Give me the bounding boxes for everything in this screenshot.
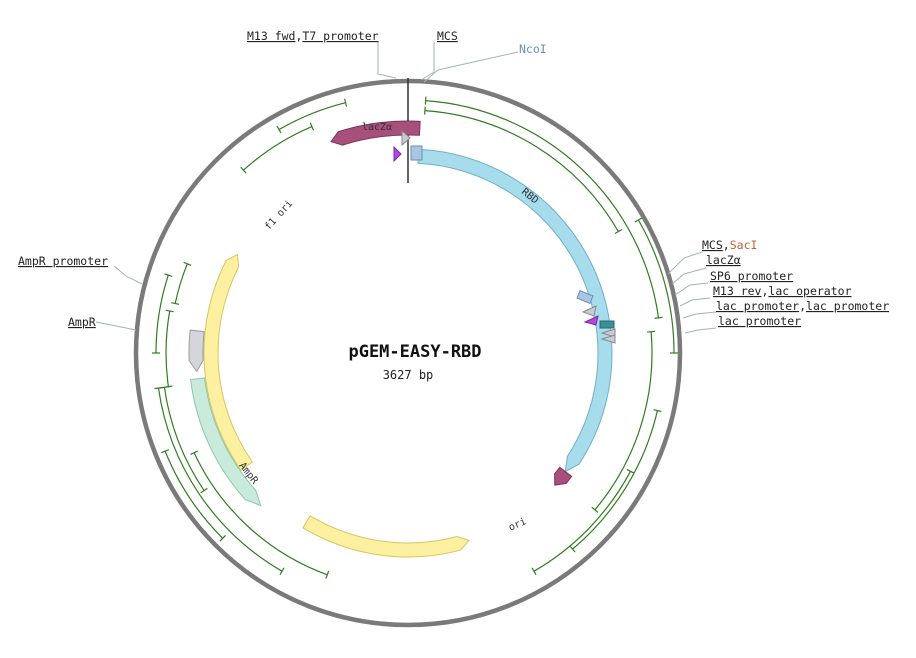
- orf-arc[interactable]: [157, 388, 283, 572]
- orf-arc[interactable]: [193, 452, 328, 576]
- plasmid-name: pGEM-EASY-RBD: [348, 342, 481, 362]
- orf-arc[interactable]: [278, 102, 346, 131]
- label-lac-operator[interactable]: lac operator: [768, 284, 851, 298]
- orf-arc[interactable]: [594, 331, 653, 511]
- orf-end-tick: [164, 385, 173, 388]
- label-m13-rev[interactable]: M13 rev: [713, 284, 762, 298]
- rbs-marker-top[interactable]: [393, 145, 402, 163]
- rbs-marker-right[interactable]: [583, 315, 599, 326]
- small-sites: [393, 129, 616, 344]
- feature-lacz-right[interactable]: [554, 466, 573, 486]
- feature-rbd[interactable]: [417, 148, 613, 473]
- orf-end-tick: [634, 217, 643, 223]
- orf-end-tick: [161, 449, 170, 454]
- label-ampr[interactable]: AmpR: [68, 315, 96, 329]
- label-sep: ,: [295, 29, 302, 43]
- label-right-5: lac promoter,lac promoter: [716, 299, 889, 313]
- label-m13-fwd[interactable]: M13 fwd: [247, 29, 295, 43]
- orf-end-tick: [171, 302, 180, 305]
- orf-end-tick: [653, 409, 662, 413]
- label-sp6-promoter[interactable]: SP6 promoter: [710, 269, 793, 283]
- t7-promoter-arrow[interactable]: [401, 129, 411, 147]
- orf-arc[interactable]: [424, 110, 619, 232]
- site-box-right[interactable]: [576, 290, 594, 304]
- label-mcs-top[interactable]: MCS: [437, 29, 458, 43]
- feature-label-ori: ori: [507, 516, 528, 533]
- orf-end-tick: [325, 570, 330, 579]
- label-sep: ,: [761, 284, 768, 298]
- orf-end-tick: [344, 98, 348, 107]
- label-top-left: M13 fwd,T7 promoter: [247, 29, 379, 43]
- feature-label-lacz: lacZα: [362, 122, 392, 133]
- orf-arc[interactable]: [533, 471, 632, 572]
- orf-end-tick: [200, 487, 208, 494]
- site-box-top[interactable]: [410, 145, 423, 161]
- label-mcs-right[interactable]: MCS: [702, 238, 723, 252]
- orf-end-tick: [219, 535, 226, 542]
- orf-arc[interactable]: [242, 126, 313, 171]
- features: [188, 120, 613, 558]
- label-right-4: M13 rev,lac operator: [713, 284, 852, 298]
- orf-end-tick: [424, 106, 426, 115]
- orf-end-tick: [591, 506, 599, 513]
- label-lac-promoter-3[interactable]: lac promoter: [718, 314, 801, 328]
- orf-end-tick: [626, 468, 635, 474]
- orf-end-tick: [569, 545, 576, 553]
- label-t7-promoter[interactable]: T7 promoter: [302, 29, 378, 43]
- lac-operator-box[interactable]: [599, 320, 615, 329]
- label-sep: ,: [799, 299, 806, 313]
- label-ncoi[interactable]: NcoI: [519, 42, 547, 56]
- orf-end-tick: [165, 309, 174, 313]
- label-lac-promoter-1[interactable]: lac promoter: [716, 299, 799, 313]
- feature-lacz-alpha[interactable]: [330, 120, 421, 146]
- orf-end-tick: [164, 273, 173, 277]
- orf-end-tick: [183, 261, 192, 266]
- feature-ampr-promoter[interactable]: [188, 329, 205, 373]
- orf-end-tick: [279, 567, 285, 576]
- orf-end-tick: [276, 125, 282, 134]
- orf-end-tick: [424, 96, 427, 105]
- orf-arc[interactable]: [637, 219, 675, 354]
- label-lacz-alpha[interactable]: lacZα: [706, 253, 741, 267]
- orf-tracks: [152, 96, 678, 579]
- label-lac-promoter-2[interactable]: lac promoter: [806, 299, 889, 313]
- orf-end-tick: [309, 122, 314, 131]
- lac-promoter-arrow-1[interactable]: [600, 328, 616, 338]
- label-right-1: MCS,SacI: [702, 238, 757, 252]
- feature-ampr[interactable]: [190, 377, 262, 507]
- orf-end-tick: [654, 316, 663, 319]
- plasmid-length: 3627 bp: [383, 368, 434, 382]
- label-saci[interactable]: SacI: [730, 238, 758, 252]
- leader-lines: [95, 42, 717, 334]
- orf-arc[interactable]: [572, 410, 658, 550]
- orf-arc[interactable]: [174, 263, 188, 304]
- orf-arc[interactable]: [164, 450, 224, 539]
- feature-ori[interactable]: [302, 515, 470, 558]
- orf-arc[interactable]: [425, 100, 660, 318]
- orf-end-tick: [614, 228, 623, 235]
- feature-label-f1-ori: f1 ori: [263, 198, 295, 232]
- orf-end-tick: [190, 450, 198, 455]
- lac-promoter-arrow-2[interactable]: [600, 334, 616, 344]
- sp6-promoter-arrow[interactable]: [581, 305, 597, 317]
- label-sep: ,: [723, 238, 730, 252]
- orf-arc[interactable]: [165, 310, 171, 387]
- orf-end-tick: [240, 166, 247, 174]
- orf-end-tick: [531, 567, 537, 576]
- label-ampr-promoter[interactable]: AmpR promoter: [18, 254, 108, 268]
- orf-end-tick: [647, 330, 656, 333]
- orf-arc[interactable]: [155, 274, 169, 354]
- feature-f1-ori[interactable]: [203, 253, 254, 471]
- orf-arc[interactable]: [163, 387, 205, 491]
